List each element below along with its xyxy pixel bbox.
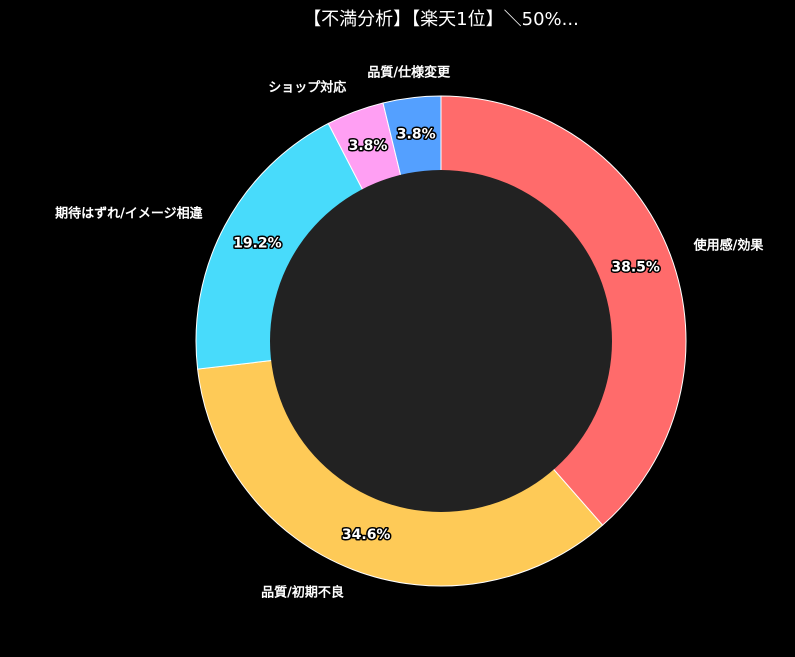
value-label: 19.2% [233,235,282,251]
value-label: 38.5% [611,260,660,276]
value-label: 3.8% [397,126,436,142]
value-label: 3.8% [349,138,388,154]
chart-title: 【不満分析】【楽天1位】＼50%... [303,9,579,30]
category-label: 期待はずれ/イメージ相違 [55,206,203,222]
category-label: 品質/仕様変更 [367,64,451,80]
category-label: 使用感/効果 [693,237,764,253]
category-label: 品質/初期不良 [261,584,344,600]
donut-hole [270,170,612,512]
category-label: ショップ対応 [268,80,346,96]
value-label: 34.6% [342,527,391,543]
